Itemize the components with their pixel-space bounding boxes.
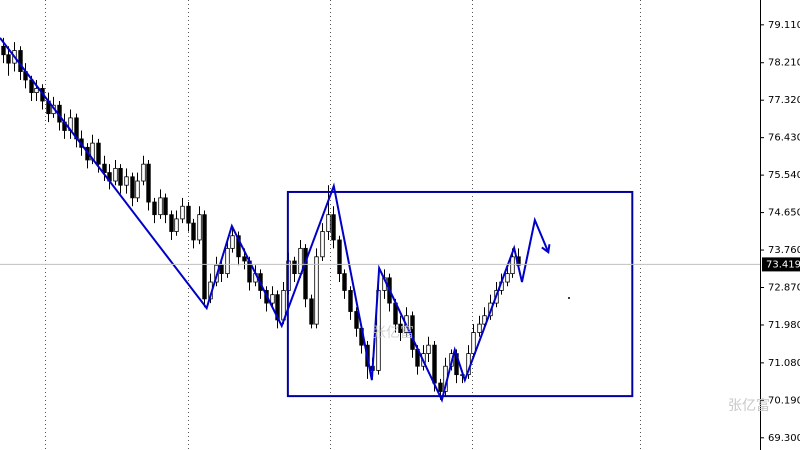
candle-body: [303, 247, 308, 300]
candle-body: [135, 180, 140, 199]
candle-body: [152, 201, 157, 216]
candle-body: [505, 273, 510, 283]
candle-body: [354, 311, 359, 329]
candle-body: [510, 256, 515, 275]
candle-body: [270, 294, 275, 304]
candle-body: [18, 50, 23, 72]
candle-body: [326, 214, 331, 232]
y-tick-label: 79.110: [768, 20, 800, 31]
candle-body: [197, 214, 202, 241]
candle-body: [180, 205, 185, 220]
candle-body: [158, 197, 163, 216]
candle-body: [292, 260, 297, 275]
candle-body: [438, 382, 443, 392]
candle-body: [169, 214, 174, 232]
candle-body: [186, 205, 191, 224]
candle-body: [163, 197, 168, 216]
candle-body: [141, 163, 146, 182]
candle-body: [219, 264, 224, 275]
y-tick-label: 76.430: [768, 133, 800, 144]
candle-body: [174, 218, 179, 232]
candle-body: [337, 239, 342, 275]
candle-body: [236, 235, 241, 258]
candle-body: [432, 344, 437, 384]
candle-body: [96, 142, 101, 165]
watermark: 张亿富: [372, 324, 414, 341]
arrow-head: [541, 244, 551, 254]
candle-body: [102, 163, 107, 173]
y-tick-label: 70.190: [768, 395, 800, 406]
candle-body: [398, 323, 403, 333]
candle-body: [130, 176, 135, 199]
y-tick-label: 73.760: [768, 245, 800, 256]
y-tick-label: 71.080: [768, 358, 800, 369]
candle-body: [202, 214, 207, 300]
y-tick-label: 78.210: [768, 58, 800, 69]
candle-body: [34, 88, 39, 94]
candle-body: [242, 256, 247, 262]
candle-body: [225, 247, 230, 275]
candle-body: [320, 231, 325, 258]
candle-body: [426, 344, 431, 355]
y-tick-label: 75.540: [768, 170, 800, 181]
candle-body: [477, 323, 482, 333]
candle-body: [331, 214, 336, 241]
y-tick-label: 74.650: [768, 208, 800, 219]
candle-body: [1, 45, 6, 56]
range-box: [286, 190, 634, 398]
y-tick-label: 77.320: [768, 95, 800, 106]
y-tick-label: 72.870: [768, 283, 800, 294]
candle-body: [309, 298, 314, 325]
candle-body: [275, 294, 280, 321]
last-price-label: 73.419: [766, 259, 800, 270]
candle-body: [348, 290, 353, 312]
candle-body: [124, 176, 129, 186]
candle-body: [191, 222, 196, 241]
last-price-box: [762, 257, 800, 272]
dot: [568, 297, 570, 299]
candle-body: [113, 167, 118, 182]
candle-body: [146, 163, 151, 203]
zigzag-line: [0, 37, 550, 403]
candle-body: [314, 256, 319, 325]
candle-body: [342, 273, 347, 291]
candle-body: [230, 235, 235, 249]
candle-body: [471, 332, 476, 355]
watermark: 张亿富: [728, 397, 770, 414]
candle-body: [6, 54, 11, 64]
candle-body: [118, 167, 123, 186]
y-tick-label: 69.300: [768, 433, 800, 444]
y-tick-label: 71.980: [768, 320, 800, 331]
